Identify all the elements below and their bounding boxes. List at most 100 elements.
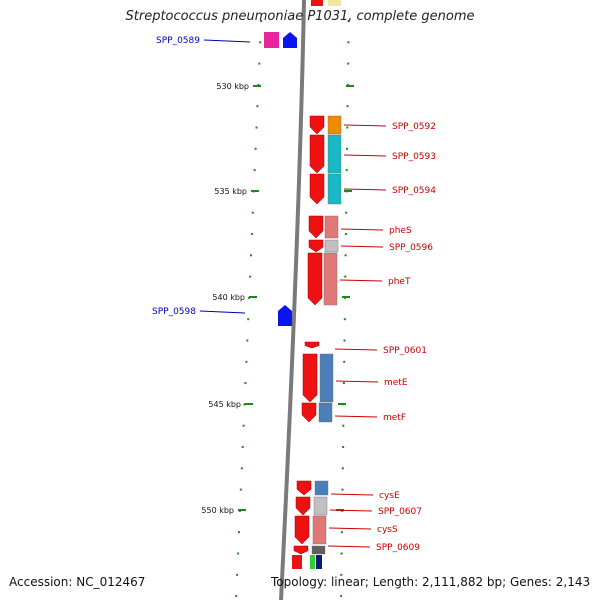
gene-label-leader xyxy=(335,380,379,383)
gene-partial xyxy=(292,555,302,569)
gene-label-leader xyxy=(329,509,373,512)
gene-label-SPP_0598: SPP_0598 xyxy=(152,307,196,317)
gene-label-SPP_0596: SPP_0596 xyxy=(389,243,433,253)
minor-tick xyxy=(341,467,344,470)
minor-tick xyxy=(344,275,347,278)
gene-label-metE: metE xyxy=(384,378,408,388)
cog-bar-partial xyxy=(310,555,315,569)
gene-label-SPP_0609: SPP_0609 xyxy=(376,543,420,553)
minor-tick xyxy=(342,446,345,448)
gene-pheT xyxy=(307,252,323,306)
minor-tick xyxy=(236,573,239,576)
gene-label-pheS: pheS xyxy=(389,226,412,236)
gene-label-cysE: cysE xyxy=(379,491,400,501)
minor-tick xyxy=(253,169,256,172)
minor-tick xyxy=(343,318,346,321)
minor-tick xyxy=(254,147,257,150)
gene-label-leader xyxy=(339,279,383,282)
minor-tick xyxy=(243,403,246,406)
cog-bar-SPP_0609 xyxy=(311,545,326,555)
major-tick xyxy=(245,403,253,405)
gene-label-leader xyxy=(328,527,372,530)
kbp-tick-label: 535 kbp xyxy=(214,187,247,196)
cog-bar-pheT xyxy=(323,252,338,306)
minor-tick xyxy=(245,360,248,363)
gene-label-cysS: cysS xyxy=(377,525,398,535)
major-tick xyxy=(346,85,354,87)
major-tick xyxy=(338,403,346,405)
gene-SPP_0609 xyxy=(293,545,309,555)
minor-tick xyxy=(257,83,260,86)
gene-label-leader xyxy=(334,348,378,351)
gene-label-leader xyxy=(343,188,387,191)
genome-title: Streptococcus pneumoniae P1031, complete… xyxy=(125,9,475,24)
cog-bar-cysS xyxy=(312,515,327,545)
minor-tick xyxy=(340,595,343,598)
gene-label-pheT: pheT xyxy=(388,277,411,287)
gene-label-leader xyxy=(327,545,371,548)
gene-label-leader xyxy=(340,228,384,231)
gene-SPP_0592 xyxy=(309,115,325,135)
minor-tick xyxy=(238,531,240,534)
minor-tick xyxy=(250,233,253,235)
minor-tick xyxy=(340,531,343,534)
minor-tick xyxy=(241,446,244,448)
minor-tick xyxy=(340,552,343,555)
gene-cysS xyxy=(294,515,310,545)
minor-tick xyxy=(259,41,262,44)
gene-cysE xyxy=(296,480,312,496)
gene-SPP_0601 xyxy=(304,341,320,349)
gene-partial xyxy=(311,0,323,6)
minor-tick xyxy=(342,424,345,427)
minor-tick xyxy=(239,488,242,491)
cog-bar-partial xyxy=(328,0,341,6)
major-tick xyxy=(344,190,352,192)
gene-label-leader xyxy=(199,310,246,314)
gene-label-leader xyxy=(330,493,374,496)
minor-tick xyxy=(255,126,258,129)
major-tick xyxy=(249,296,257,298)
minor-tick xyxy=(342,382,345,385)
gene-label-leader xyxy=(340,245,384,248)
gene-SPP_0593 xyxy=(309,134,325,174)
minor-tick xyxy=(246,339,249,342)
gene-metE xyxy=(302,353,318,403)
minor-tick xyxy=(347,20,350,22)
minor-tick xyxy=(247,318,250,321)
gene-label-SPP_0594: SPP_0594 xyxy=(392,186,436,196)
minor-tick xyxy=(260,20,263,22)
gene-label-SPP_0593: SPP_0593 xyxy=(392,152,436,162)
minor-tick xyxy=(258,62,261,65)
cog-bar-metF xyxy=(318,402,333,423)
major-tick xyxy=(251,190,259,192)
gene-SPP_0596 xyxy=(308,239,324,253)
gene-label-leader xyxy=(343,124,387,127)
minor-tick xyxy=(346,147,348,150)
cog-bar-SPP_0596 xyxy=(324,239,339,253)
minor-tick xyxy=(347,62,350,65)
minor-tick xyxy=(242,424,245,427)
minor-tick xyxy=(340,573,343,576)
gene-SPP_0607 xyxy=(295,496,311,516)
minor-tick xyxy=(347,41,350,44)
minor-tick xyxy=(346,105,349,108)
cog-bar-SPP_0594 xyxy=(327,173,342,205)
genome-stats-text: Topology: linear; Length: 2,111,882 bp; … xyxy=(271,575,591,589)
cog-bar-metE xyxy=(319,353,334,403)
minor-tick xyxy=(240,467,243,470)
gene-label-SPP_0601: SPP_0601 xyxy=(383,346,427,356)
gene-features xyxy=(264,0,342,569)
minor-tick xyxy=(344,233,347,235)
gene-pheS xyxy=(308,215,324,239)
genome-backbone xyxy=(279,0,306,600)
gene-label-leader xyxy=(334,415,378,418)
minor-tick xyxy=(346,83,349,86)
major-tick xyxy=(342,296,350,298)
gene-label-SPP_0589: SPP_0589 xyxy=(156,36,200,46)
minor-tick xyxy=(345,211,348,214)
cog-bar-SPP_0607 xyxy=(313,496,328,516)
minor-tick xyxy=(343,339,346,342)
gene-label-leader xyxy=(203,39,251,43)
gene-SPP_0589 xyxy=(283,32,297,48)
